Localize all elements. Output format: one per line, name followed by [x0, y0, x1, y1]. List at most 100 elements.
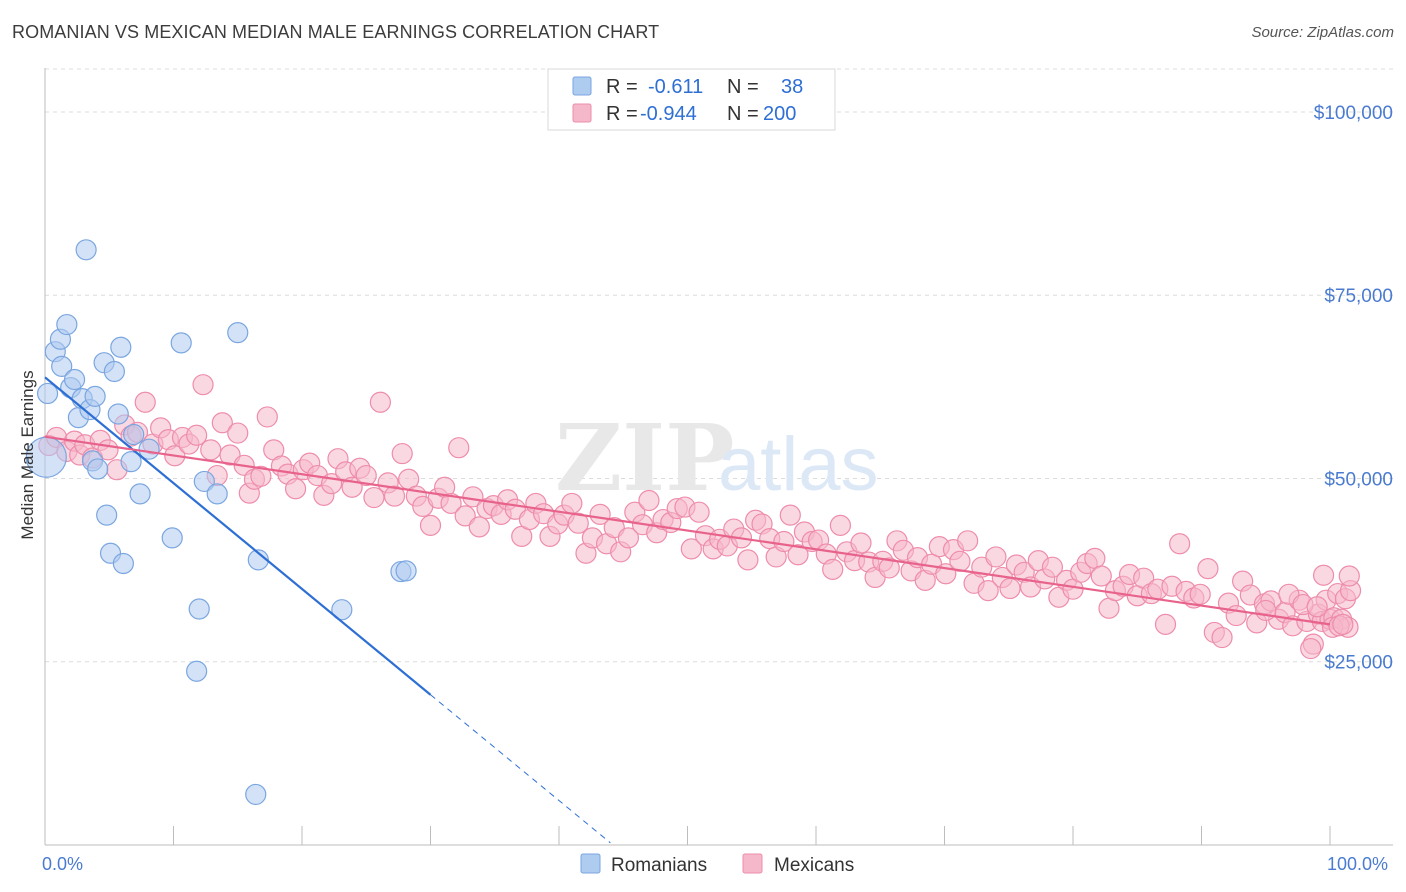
legend-n-label-2: N = — [727, 103, 759, 125]
data-point — [567, 512, 589, 534]
data-point — [36, 382, 59, 405]
legend-r-value-2: -0.944 — [640, 103, 697, 125]
data-point — [1255, 599, 1277, 622]
data-point — [186, 660, 208, 682]
data-point — [1041, 556, 1064, 578]
data-point — [363, 486, 385, 509]
data-point — [773, 530, 795, 553]
legend-r-label-2: R = — [606, 103, 638, 125]
data-point — [561, 492, 583, 515]
data-point — [1332, 613, 1354, 635]
bottom-legend-label-mexicans: Mexicans — [774, 855, 854, 876]
data-point — [1169, 533, 1191, 555]
data-point — [391, 442, 413, 465]
romanians-points — [25, 239, 417, 806]
data-point — [779, 504, 801, 526]
data-point — [211, 412, 233, 434]
data-point — [688, 501, 710, 523]
data-point — [1197, 558, 1219, 580]
data-point — [123, 423, 145, 446]
data-point — [878, 557, 900, 579]
data-point — [120, 451, 142, 473]
data-point — [250, 465, 272, 487]
data-point — [245, 783, 267, 806]
data-point — [617, 527, 639, 549]
data-point — [331, 599, 353, 621]
trend-lines — [44, 376, 1331, 844]
data-point — [787, 544, 809, 566]
data-point — [977, 580, 999, 602]
data-point — [448, 437, 470, 459]
legend-n-value-2: 200 — [763, 103, 796, 125]
data-point — [680, 538, 702, 560]
data-point — [186, 424, 208, 446]
data-point — [985, 546, 1007, 568]
data-point — [63, 368, 86, 391]
data-point — [468, 516, 490, 538]
data-point — [737, 549, 759, 571]
bottom-legend-label-romanians: Romanians — [611, 855, 707, 876]
data-point — [170, 332, 192, 354]
data-point — [957, 530, 979, 552]
y-axis-label: Median Male Earnings — [18, 370, 37, 539]
data-point — [1084, 547, 1106, 569]
y-tick-label: $100,000 — [1314, 103, 1393, 124]
chart-title: ROMANIAN VS MEXICAN MEDIAN MALE EARNINGS… — [12, 22, 660, 42]
grid-layer — [45, 68, 1393, 663]
mexicans-points — [38, 374, 1362, 660]
source-label: Source: ZipAtlas.com — [1251, 24, 1394, 41]
legend-n-label-1: N = — [727, 76, 759, 98]
data-point — [96, 504, 118, 526]
trend-line-mexicans — [44, 435, 1331, 626]
y-tick-label: $50,000 — [1324, 469, 1393, 490]
data-point — [1300, 637, 1322, 660]
data-point — [1312, 564, 1335, 586]
data-point — [161, 527, 183, 549]
legend-swatch-romanians — [572, 76, 592, 96]
data-point — [454, 505, 476, 527]
data-point — [383, 485, 406, 507]
bottom-legend-swatch-romanians — [580, 853, 601, 874]
data-point — [188, 598, 210, 620]
data-point — [850, 532, 872, 554]
data-point — [84, 385, 106, 407]
watermark: ZIP atlas — [555, 404, 879, 512]
x-tick-label-min: 0.0% — [42, 854, 83, 874]
data-point — [1154, 613, 1177, 635]
y-tick-label: $25,000 — [1324, 653, 1393, 674]
data-point — [369, 391, 391, 413]
bottom-legend-swatch-mexicans — [742, 853, 763, 874]
data-point — [200, 439, 222, 461]
trend-line-romanians — [44, 376, 432, 696]
data-point — [103, 360, 125, 383]
legend-n-value-1: 38 — [781, 76, 803, 98]
data-point — [355, 464, 377, 487]
data-point — [56, 313, 78, 336]
data-point — [107, 403, 129, 425]
legend-box: R = -0.611 N = 38 R = -0.944 N = 200 — [547, 68, 836, 131]
data-point — [227, 322, 249, 344]
data-point — [193, 470, 215, 493]
data-point — [829, 514, 852, 537]
data-point — [192, 374, 214, 396]
data-point — [138, 438, 160, 460]
bottom-legend: Romanians Mexicans — [580, 853, 854, 876]
data-point — [440, 492, 462, 515]
data-point — [227, 422, 249, 444]
data-point — [206, 483, 228, 505]
data-point — [134, 391, 156, 413]
data-point — [1306, 596, 1328, 618]
data-point — [256, 406, 278, 428]
x-tick-label-max: 100.0% — [1327, 854, 1388, 874]
data-point — [419, 514, 442, 537]
data-point — [284, 478, 307, 500]
legend-r-value-1: -0.611 — [648, 76, 703, 98]
data-point — [395, 560, 417, 582]
legend-swatch-mexicans — [572, 103, 592, 123]
data-point — [822, 558, 844, 580]
watermark-atlas: atlas — [718, 422, 879, 507]
data-point — [1211, 626, 1233, 649]
data-point — [638, 489, 660, 512]
data-point — [112, 552, 134, 575]
